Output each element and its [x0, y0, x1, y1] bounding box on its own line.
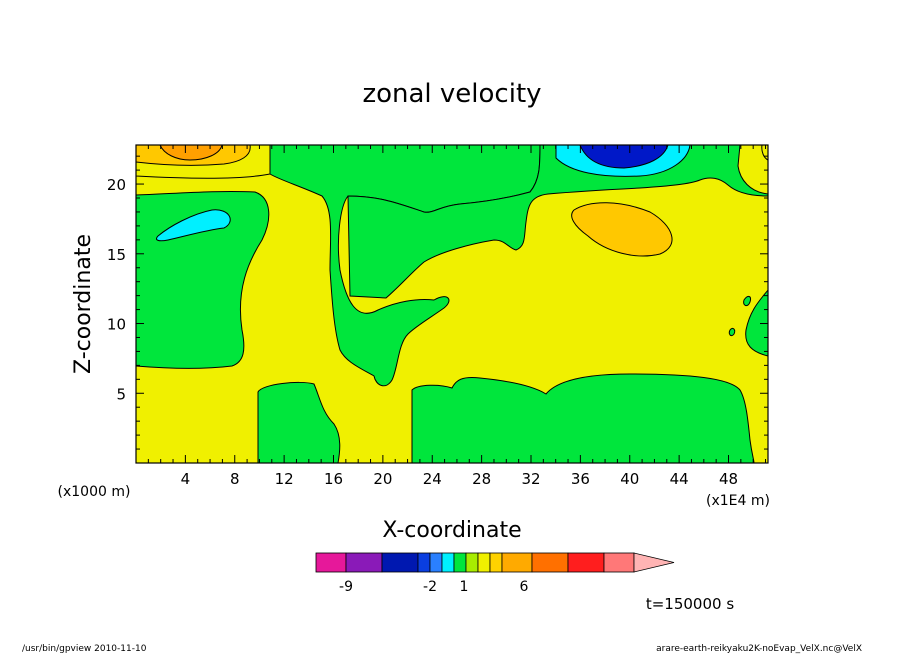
x-tick-label: 4 [181, 470, 191, 488]
region-blue-top [579, 145, 669, 169]
colorbar-segment [417, 552, 431, 573]
y-tick-label: 10 [107, 316, 126, 334]
colorbar-segment [441, 552, 455, 573]
x-tick-label: 28 [472, 470, 491, 488]
plot-area [136, 145, 768, 463]
y-tick-label: 15 [107, 246, 126, 264]
x-unit-label: (x1000 m) [58, 484, 131, 500]
x-tick-label: 8 [230, 470, 240, 488]
region-green-bottom-right [411, 373, 755, 463]
region-green-bottom-left [257, 381, 341, 463]
colorbar-segment [603, 552, 635, 573]
region-cyan-left [155, 209, 231, 242]
colorbar-segment [381, 552, 419, 573]
chart-title: zonal velocity [362, 79, 541, 109]
colorbar-segment [429, 552, 443, 573]
island-green-1 [743, 295, 751, 307]
y-axis-label: Z-coordinate [71, 234, 96, 374]
x-tick-label: 24 [423, 470, 442, 488]
colorbar-segment [489, 552, 503, 573]
colorbar-segment [315, 552, 347, 573]
time-label: t=150000 s [646, 595, 734, 613]
plot-frame [135, 144, 769, 464]
colorbar-segment [465, 552, 479, 573]
x-tick-label: 16 [324, 470, 343, 488]
region-darkorange-topleft [159, 145, 223, 161]
colorbar-arrow [633, 552, 675, 573]
x-axis-ticks: 4 8 12 16 20 24 28 32 36 40 44 48 [147, 145, 767, 488]
footer-right: arare-earth-reikyaku2K-noEvap_VelX.nc@Ve… [656, 644, 862, 654]
colorbar-segment [501, 552, 533, 573]
x-scale-label: (x1E4 m) [706, 493, 770, 509]
x-tick-label: 12 [275, 470, 294, 488]
island-green-2 [728, 327, 736, 337]
colorbar-segment [477, 552, 491, 573]
y-tick-label: 5 [116, 385, 126, 403]
y-tick-label: 20 [107, 176, 126, 194]
region-green-right [347, 145, 768, 299]
x-tick-label: 36 [571, 470, 590, 488]
colorbar-label: 6 [520, 579, 529, 595]
colorbar-label: 1 [460, 579, 469, 595]
colorbar-label: -9 [339, 579, 353, 595]
x-tick-label: 48 [719, 470, 738, 488]
region-green-right-edge [745, 289, 768, 357]
x-tick-label: 20 [373, 470, 392, 488]
colorbar-segment [531, 552, 569, 573]
region-orange-right [571, 202, 673, 257]
colorbar [315, 552, 675, 573]
colorbar-label: -2 [423, 579, 437, 595]
y-axis-ticks: 5 10 15 20 [107, 155, 768, 450]
footer-left: /usr/bin/gpview 2010-11-10 [22, 644, 147, 654]
x-axis-label: X-coordinate [382, 518, 521, 543]
x-tick-label: 40 [620, 470, 639, 488]
colorbar-labels: -9 -2 1 6 [339, 579, 529, 595]
colorbar-segment [345, 552, 383, 573]
x-tick-label: 44 [670, 470, 689, 488]
colorbar-segment [453, 552, 467, 573]
x-tick-label: 32 [521, 470, 540, 488]
colorbar-segment [567, 552, 605, 573]
